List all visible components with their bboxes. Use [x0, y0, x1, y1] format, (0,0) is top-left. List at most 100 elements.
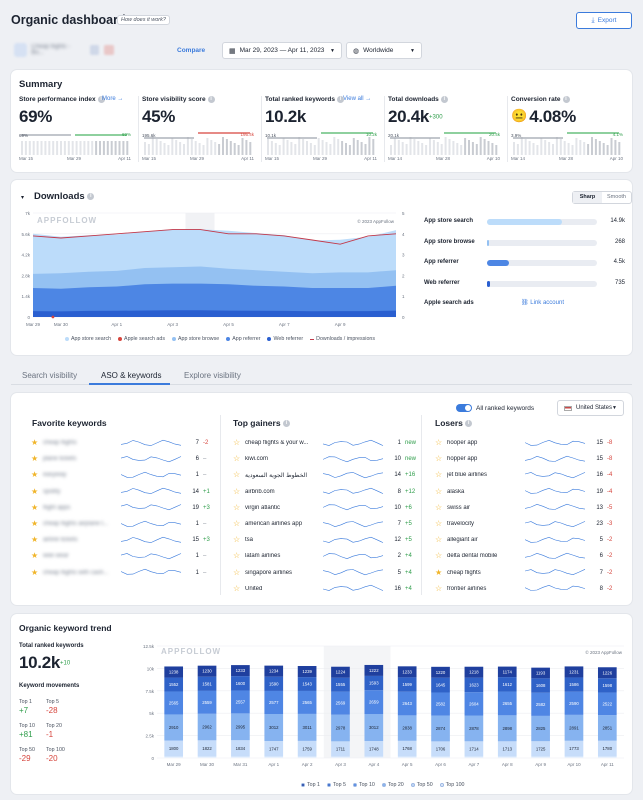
legend-item[interactable]: App store search: [65, 336, 111, 342]
spark-bar: [237, 145, 240, 155]
star-filled-icon[interactable]: ★: [31, 454, 39, 464]
keyword-row[interactable]: ☆ frontier airlines 8 -2: [435, 581, 613, 597]
keyword-row[interactable]: ☆ alaska 19 -4: [435, 484, 613, 500]
star-filled-icon[interactable]: ★: [31, 486, 39, 496]
keyword-row[interactable]: ★ cheap flights airplane t... 1–: [31, 516, 209, 532]
keyword-row[interactable]: ★ flight apps 19 +3: [31, 500, 210, 516]
toggle-sharp[interactable]: Sharp: [573, 192, 602, 203]
keyword-row[interactable]: ☆ United 16 +4: [233, 581, 412, 597]
keyword-row[interactable]: ★ cheap flights with cash... 1–: [31, 565, 209, 581]
toggle-switch[interactable]: [456, 404, 472, 412]
legend-item[interactable]: Downloads / impressions: [310, 336, 375, 342]
legend-item[interactable]: Top 50: [410, 782, 433, 788]
star-outline-icon[interactable]: ☆: [233, 551, 241, 561]
all-ranked-toggle[interactable]: All ranked keywords: [456, 404, 534, 412]
bar-value-label: 1748: [369, 746, 379, 751]
legend-item[interactable]: Top 5: [326, 782, 346, 788]
keyword-row[interactable]: ☆ swiss air 13 -5: [435, 500, 613, 516]
keyword-row[interactable]: ☆ latam airlines 2 +4: [233, 548, 412, 564]
legend-item[interactable]: Top 1: [301, 782, 320, 788]
star-outline-icon[interactable]: ☆: [435, 438, 443, 447]
star-outline-icon[interactable]: ☆: [435, 502, 443, 512]
tab-aso-keywords[interactable]: ASO & keywords: [101, 371, 162, 380]
metric-link[interactable]: View all →: [343, 96, 372, 102]
source-label: App store search: [424, 218, 474, 224]
curve-toggle[interactable]: Sharp Smooth: [572, 191, 632, 204]
app-selector[interactable]: Cheap flights - Bo...: [14, 43, 115, 57]
metric-link[interactable]: More →: [102, 96, 124, 102]
export-button[interactable]: ⤓ Export: [576, 12, 632, 29]
toggle-smooth[interactable]: Smooth: [607, 194, 626, 200]
region-selector[interactable]: ◍ Worldwide ▼: [346, 42, 422, 59]
star-outline-icon[interactable]: ☆: [233, 567, 241, 577]
star-outline-icon[interactable]: ☆: [435, 551, 443, 561]
collapse-icon[interactable]: ▾: [21, 195, 25, 201]
keyword-name: United: [245, 585, 263, 592]
star-filled-icon[interactable]: ★: [31, 438, 39, 447]
tab-explore-visibility[interactable]: Explore visibility: [184, 371, 241, 380]
link-account-button[interactable]: ⛓ Link account: [521, 300, 564, 306]
keyword-row[interactable]: ☆ delta dental mobile 6 -2: [435, 548, 613, 564]
keyword-row[interactable]: ☆ cheap flights & your w... 1 new: [233, 435, 416, 451]
bar-value-label: 1725: [536, 746, 546, 751]
bar-segment: [164, 756, 184, 758]
keyword-row[interactable]: ★ plane tickets 6–: [31, 451, 209, 467]
legend-item[interactable]: Top 10: [352, 782, 375, 788]
keyword-row[interactable]: ☆ tsa 12 +5: [233, 532, 412, 548]
spark-bar: [614, 140, 617, 155]
star-filled-icon[interactable]: ★: [31, 470, 39, 480]
keyword-row[interactable]: ☆ travelocity 23 -3: [435, 516, 613, 532]
compare-button[interactable]: Compare: [177, 47, 206, 54]
star-outline-icon[interactable]: ☆: [435, 470, 443, 480]
keyword-row[interactable]: ★ easyway 1–: [31, 467, 209, 483]
star-outline-icon[interactable]: ☆: [435, 583, 443, 593]
star-outline-icon[interactable]: ☆: [233, 535, 241, 545]
keyword-row[interactable]: ☆ الخطوط الجوية السعودية 14 +16: [233, 467, 415, 483]
legend-item[interactable]: App referrer: [226, 336, 260, 342]
legend-item[interactable]: Apple search ads: [118, 336, 165, 342]
keyword-row[interactable]: ☆ kiwi.com 10 new: [233, 451, 416, 467]
keyword-row[interactable]: ★ spotify 14 +1: [31, 484, 210, 500]
star-outline-icon[interactable]: ☆: [435, 454, 443, 464]
keyword-row[interactable]: ☆ american airlines app 7 +5: [233, 516, 412, 532]
keyword-rank: 15: [192, 537, 199, 544]
keyword-row[interactable]: ☆ hooper app 15 -8: [435, 435, 613, 451]
star-filled-icon[interactable]: ★: [31, 551, 39, 561]
star-outline-icon[interactable]: ☆: [233, 486, 241, 496]
date-range-picker[interactable]: ▦ Mar 29, 2023 — Apr 11, 2023 ▼: [222, 42, 342, 59]
star-outline-icon[interactable]: ☆: [435, 486, 443, 496]
bar-value-label: 1238: [169, 670, 179, 675]
keyword-row[interactable]: ☆ virgin atlantic 10 +6: [233, 500, 412, 516]
legend-item[interactable]: Top 100: [439, 782, 465, 788]
keyword-row[interactable]: ☆ jet blue airlines 16 -4: [435, 467, 613, 483]
legend-item[interactable]: App store browse: [171, 336, 219, 342]
star-outline-icon[interactable]: ★: [435, 567, 443, 577]
metric-label: Store visibility score i: [142, 96, 215, 103]
star-filled-icon[interactable]: ★: [31, 502, 39, 512]
star-outline-icon[interactable]: ☆: [435, 519, 443, 528]
keyword-row[interactable]: ★ wee wear 1–: [31, 548, 209, 564]
star-outline-icon[interactable]: ☆: [233, 519, 241, 528]
star-outline-icon[interactable]: ☆: [233, 454, 241, 464]
country-selector[interactable]: United States ▼: [557, 400, 624, 416]
metric-value: 20.4k+300: [388, 107, 443, 126]
keyword-row[interactable]: ☆ singapore airlines 5 +4: [233, 565, 412, 581]
star-outline-icon[interactable]: ☆: [233, 502, 241, 512]
legend-item[interactable]: Top 20: [381, 782, 404, 788]
legend-item[interactable]: Web referrer: [267, 336, 303, 342]
keyword-row[interactable]: ☆ hopper app 15 -8: [435, 451, 613, 467]
keyword-row[interactable]: ☆ airbnb.com 8 +12: [233, 484, 415, 500]
star-filled-icon[interactable]: ★: [31, 567, 39, 577]
keyword-row[interactable]: ★ cheap flights 7 -2: [435, 565, 613, 581]
keyword-row[interactable]: ☆ allegiant air 5 -2: [435, 532, 613, 548]
keyword-row[interactable]: ★ cheap flights 7 -2: [31, 435, 209, 451]
star-filled-icon[interactable]: ★: [31, 535, 39, 545]
help-link[interactable]: How does it work?: [117, 15, 170, 25]
star-outline-icon[interactable]: ☆: [233, 438, 241, 447]
tab-search-visibility[interactable]: Search visibility: [22, 371, 78, 380]
star-outline-icon[interactable]: ☆: [233, 583, 241, 593]
star-filled-icon[interactable]: ★: [31, 519, 39, 528]
star-outline-icon[interactable]: ☆: [233, 470, 241, 480]
star-outline-icon[interactable]: ☆: [435, 535, 443, 545]
keyword-row[interactable]: ★ airline tickets 15 +3: [31, 532, 210, 548]
